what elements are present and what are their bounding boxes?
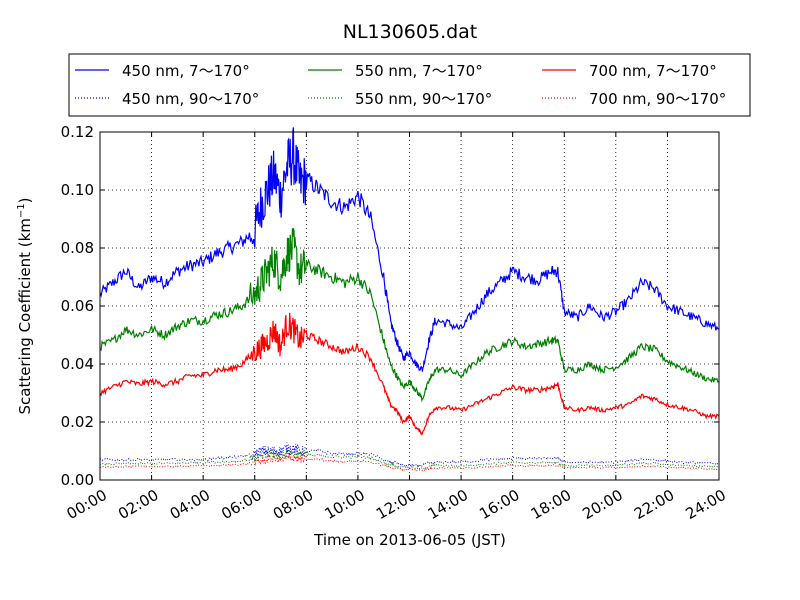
- x-tick-label: 08:00: [270, 486, 316, 523]
- y-tick-label: 0.04: [61, 355, 94, 373]
- y-tick-label: 0.06: [61, 297, 94, 315]
- x-tick-label: 14:00: [425, 486, 471, 523]
- y-tick-label: 0.02: [61, 413, 94, 431]
- series-line-1: [99, 127, 720, 372]
- y-axis-label: Scattering Coefficient (km−1): [16, 197, 34, 414]
- y-axis-label-main: Scattering Coefficient (km: [16, 218, 34, 414]
- legend-label-6: 700 nm, 90～170°: [589, 90, 726, 108]
- x-axis-label: Time on 2013-06-05 (JST): [313, 531, 506, 549]
- x-tick-label: 06:00: [218, 486, 264, 523]
- legend-label-2: 550 nm, 7～170°: [355, 62, 483, 80]
- legend: 450 nm, 7～170° 550 nm, 7～170° 700 nm, 7～17…: [68, 53, 751, 117]
- series-layer: [99, 127, 720, 472]
- legend-box: [68, 53, 751, 117]
- x-tick-label: 10:00: [321, 486, 367, 523]
- legend-label-4: 450 nm, 90～170°: [122, 90, 259, 108]
- y-tick-label: 0.12: [61, 123, 94, 141]
- y-axis-label-sup: −1: [16, 203, 27, 218]
- y-axis-label-end: ): [16, 197, 34, 203]
- x-tick-label: 16:00: [476, 486, 522, 523]
- plot-area: [100, 132, 719, 480]
- x-tick-label: 20:00: [579, 486, 625, 523]
- x-tick-label: 00:00: [64, 486, 110, 523]
- x-tick-label: 02:00: [115, 486, 161, 523]
- x-tick-label: 24:00: [683, 486, 729, 523]
- series-line-5: [99, 448, 720, 470]
- y-tick-label: 0.10: [61, 181, 94, 199]
- x-tick-label: 22:00: [631, 486, 677, 523]
- y-tick-label: 0.00: [61, 471, 94, 489]
- legend-label-1: 450 nm, 7～170°: [122, 62, 250, 80]
- y-tick-label: 0.08: [61, 239, 94, 257]
- series-line-3: [99, 312, 720, 436]
- chart-title: NL130605.dat: [343, 21, 478, 43]
- legend-label-3: 700 nm, 7～170°: [589, 62, 717, 80]
- series-line-2: [99, 228, 720, 403]
- x-tick-label: 12:00: [373, 486, 419, 523]
- legend-label-5: 550 nm, 90～170°: [355, 90, 492, 108]
- x-tick-label: 18:00: [528, 486, 574, 523]
- x-tick-label: 04:00: [167, 486, 213, 523]
